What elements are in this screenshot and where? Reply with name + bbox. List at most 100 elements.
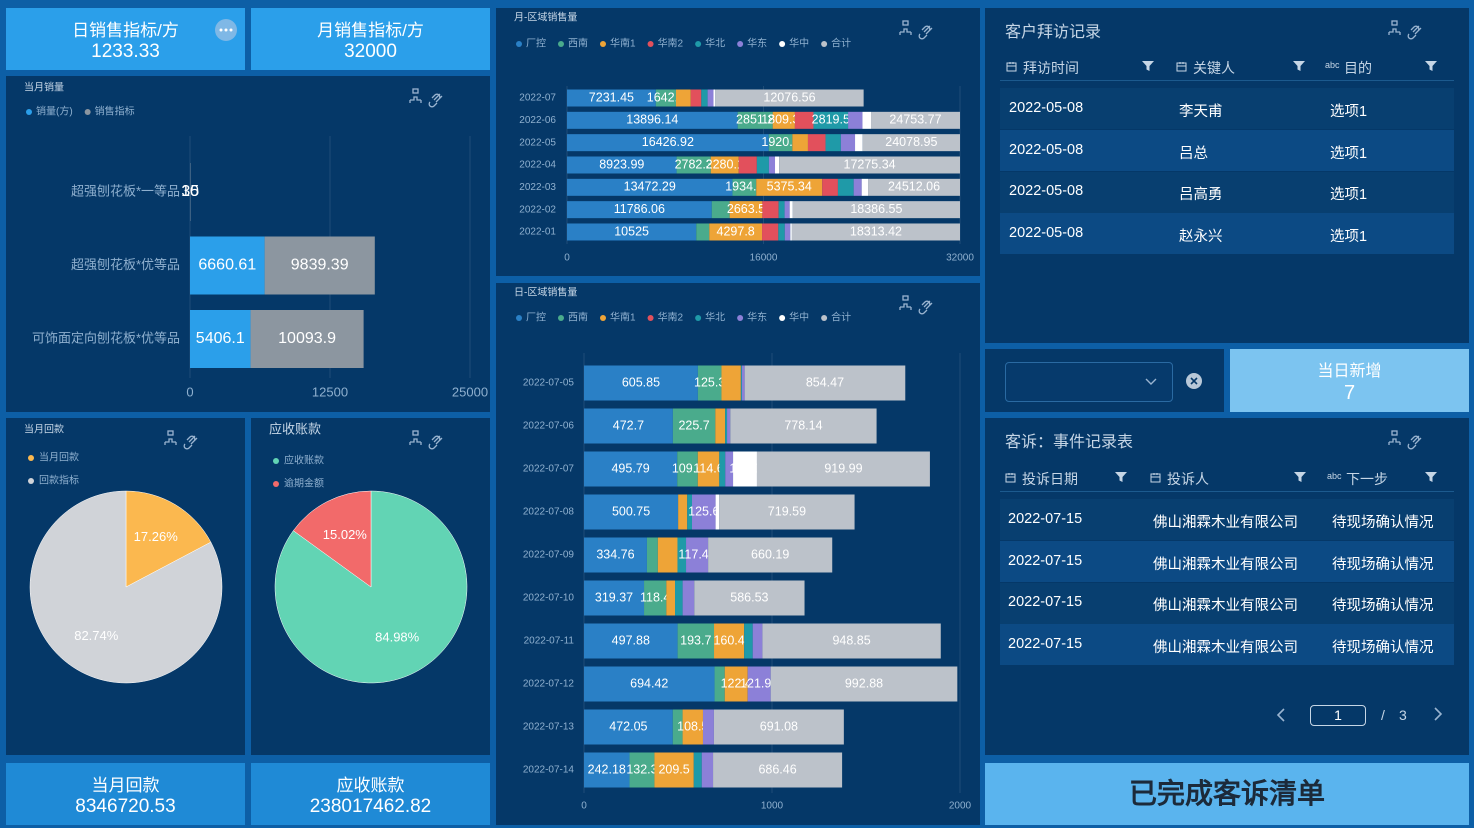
panel-icons (899, 295, 933, 315)
legend-marker (28, 478, 34, 484)
table-cell: 选项1 (1330, 229, 1368, 246)
value-label: 854.47 (806, 375, 844, 389)
bar-segment (714, 666, 725, 702)
complaint-list-button[interactable]: 已完成客诉清单 (985, 763, 1469, 825)
link-icon (918, 25, 933, 40)
prev-page[interactable] (1275, 706, 1287, 729)
legend-label: 华东 (747, 37, 767, 50)
more-button[interactable] (214, 18, 238, 42)
legend-label: 华南2 (658, 311, 684, 324)
value-label: 18386.55 (850, 202, 902, 216)
filter-icon[interactable] (1425, 471, 1437, 483)
bar-segment (584, 451, 678, 487)
column-type-icon: abc (1325, 60, 1340, 70)
bar-segment (727, 408, 731, 444)
header-divider (1000, 80, 1454, 81)
value-label: 1642.3 (647, 90, 685, 104)
table-cell: 选项1 (1330, 145, 1368, 162)
bar-segment (584, 408, 673, 444)
bar-segment (762, 223, 779, 241)
bar-segment (682, 709, 703, 745)
filter-icon[interactable] (1294, 471, 1306, 483)
x-tick-label: 32000 (946, 253, 974, 264)
chart-title: 月-区域销售量 (514, 11, 577, 24)
bar-segment (862, 111, 872, 129)
legend-marker (695, 315, 702, 321)
column-header: 投诉人 (1167, 471, 1209, 487)
bar-segment (756, 451, 930, 487)
table-cell: 2022-07-15 (1008, 552, 1083, 569)
bar-segment (584, 365, 698, 401)
legend-marker (516, 315, 522, 321)
filter-icon[interactable] (1425, 60, 1437, 72)
table-cell: 2022-05-08 (1009, 183, 1084, 200)
column-header: 关键人 (1193, 60, 1235, 76)
kpi-title: 日销售指标/方 (72, 21, 179, 40)
table-panel: 客户拜访记录 拜访时间 关键人 abc 目的 2022-05-08 李天甫 选项1 2022-… (985, 8, 1469, 343)
next-page[interactable] (1432, 706, 1444, 727)
legend-label: 合计 (831, 37, 851, 50)
bar-segment (567, 201, 712, 219)
panel-icons (409, 88, 443, 108)
column-header: 投诉日期 (1022, 471, 1078, 487)
bar-segment (853, 178, 862, 196)
table-cell: 选项1 (1330, 104, 1368, 120)
bar-segment (709, 223, 763, 241)
legend-label: 华北 (705, 37, 725, 50)
value-label: 586.53 (730, 590, 768, 604)
table-row (1000, 540, 1454, 582)
kpi-card: 当日新增 7 (1230, 349, 1469, 412)
bar-segment (822, 178, 838, 196)
legend-marker (558, 41, 564, 47)
bar-segment (725, 451, 734, 487)
value-label: 7231.45 (589, 90, 634, 104)
page-input[interactable]: 1 (1310, 705, 1366, 726)
y-tick-label: 2022-04 (519, 160, 556, 171)
table-panel: 客诉：事件记录表 1 / 3 投诉日期 投诉人 abc 下一步 2022-07-15 佛山… (985, 418, 1469, 755)
filter-icon[interactable] (1142, 60, 1154, 72)
bar-segment (708, 537, 833, 573)
bar-segment (744, 623, 753, 659)
bar-segment (778, 223, 785, 241)
table-cell: 吕高勇 (1179, 187, 1223, 204)
bar-segment (768, 134, 793, 152)
dropdown-arrow (1145, 378, 1157, 385)
bar-segment (701, 752, 714, 788)
x-tick-label: 16000 (750, 253, 778, 264)
column-type-icon (1176, 62, 1187, 72)
hierarchy-icon (167, 430, 174, 436)
value-label: 82.74% (74, 628, 119, 643)
value-label: 691.08 (760, 719, 798, 733)
legend-marker (600, 41, 606, 47)
bar-segment (694, 580, 805, 616)
legend-marker (821, 315, 828, 321)
bar-segment (567, 156, 677, 174)
bar-segment (756, 156, 769, 174)
table-cell: 2022-05-08 (1009, 141, 1084, 158)
select-box[interactable] (1005, 362, 1173, 402)
bar-segment (691, 494, 716, 530)
bar-segment (655, 89, 676, 107)
table-cell: 2022-05-08 (1009, 225, 1084, 242)
value-label: 11786.06 (614, 202, 665, 216)
table-cell: 2022-07-15 (1008, 511, 1083, 527)
value-label: 497.88 (612, 633, 650, 647)
bar-segment (778, 201, 785, 219)
legend-label: 华南2 (658, 37, 684, 50)
kpi-value: 32000 (344, 41, 397, 62)
value-label: 209.5 (658, 762, 689, 776)
bar-segment (807, 134, 826, 152)
bar-segment (813, 111, 849, 129)
value-label: 334.76 (596, 547, 634, 561)
legend-label: 回款指标 (39, 474, 79, 487)
filter-icon[interactable] (1293, 60, 1305, 72)
table-row (1000, 88, 1454, 130)
bar-segment (715, 494, 720, 530)
table-cell: 2022-05-08 (1009, 100, 1084, 116)
page-separator: / (1381, 707, 1385, 723)
bar-segment (677, 537, 687, 573)
clear-button[interactable] (1185, 372, 1203, 390)
filter-icon[interactable] (1115, 471, 1127, 483)
bar-segment (567, 134, 769, 152)
